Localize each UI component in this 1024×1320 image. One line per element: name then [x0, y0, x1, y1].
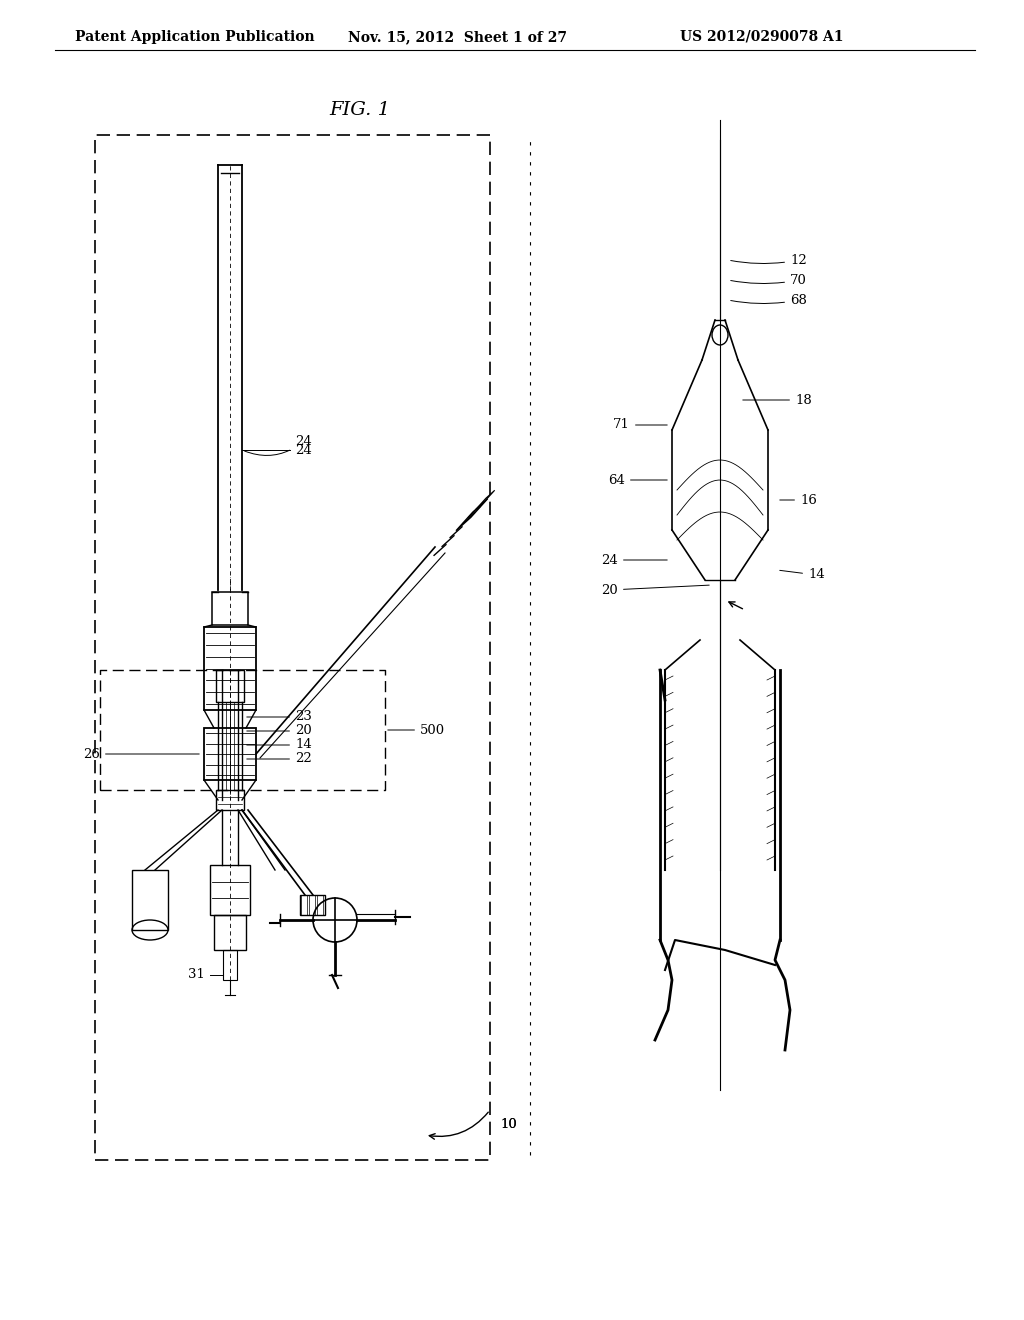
Bar: [212, 591, 248, 624]
Text: 10: 10: [500, 1118, 517, 1131]
Text: 20: 20: [601, 583, 710, 597]
Text: FIG. 1: FIG. 1: [330, 102, 390, 119]
Bar: [317, 895, 323, 915]
Text: 31: 31: [188, 969, 205, 982]
Text: 10: 10: [500, 1118, 517, 1131]
Text: 500: 500: [388, 723, 445, 737]
Text: Patent Application Publication: Patent Application Publication: [75, 30, 314, 44]
Text: 70: 70: [731, 273, 807, 286]
Bar: [216, 789, 244, 810]
Text: 22: 22: [247, 752, 311, 766]
Text: 23: 23: [247, 710, 312, 723]
FancyArrowPatch shape: [429, 1113, 488, 1139]
Text: 18: 18: [742, 393, 812, 407]
Text: 16: 16: [780, 494, 817, 507]
Bar: [216, 671, 244, 702]
Text: Nov. 15, 2012  Sheet 1 of 27: Nov. 15, 2012 Sheet 1 of 27: [348, 30, 567, 44]
Bar: [300, 895, 325, 915]
Bar: [214, 915, 246, 950]
Text: 12: 12: [731, 253, 807, 267]
Bar: [210, 865, 250, 915]
Text: 26: 26: [83, 747, 200, 760]
Text: 68: 68: [731, 293, 807, 306]
Text: 14: 14: [779, 569, 824, 582]
Bar: [132, 870, 168, 931]
Text: US 2012/0290078 A1: US 2012/0290078 A1: [680, 30, 844, 44]
Text: 20: 20: [247, 725, 311, 738]
Text: 14: 14: [247, 738, 311, 751]
Bar: [204, 627, 256, 710]
Text: 24: 24: [601, 553, 668, 566]
Text: 24: 24: [245, 436, 311, 455]
Text: 64: 64: [608, 474, 668, 487]
Bar: [223, 950, 237, 979]
Text: 71: 71: [613, 418, 668, 432]
Text: 24: 24: [295, 444, 311, 457]
Bar: [301, 895, 307, 915]
Bar: [204, 729, 256, 780]
Bar: [309, 895, 315, 915]
